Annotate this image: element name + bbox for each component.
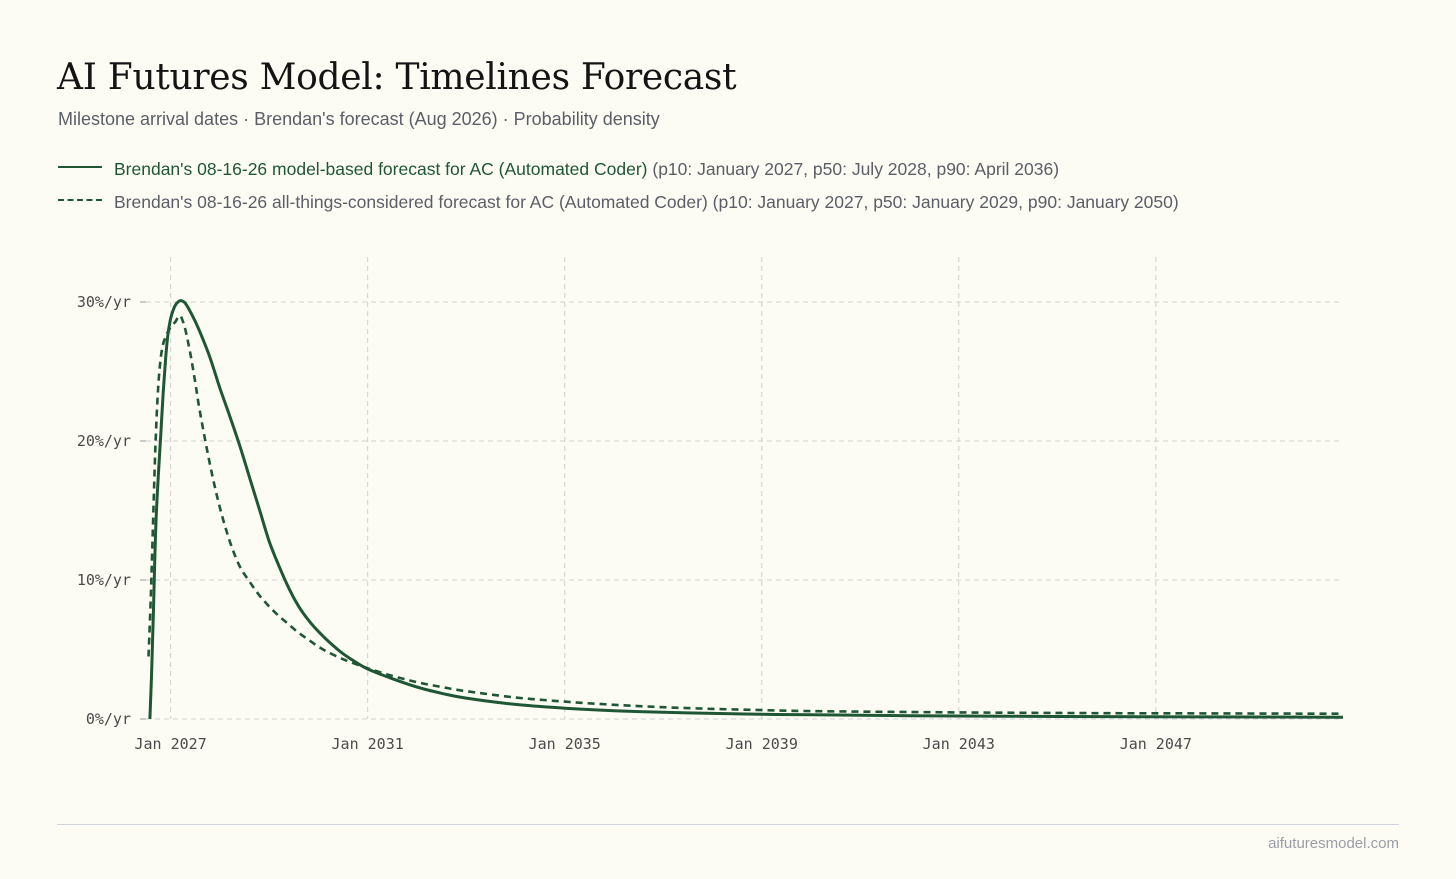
legend-label: Brendan's 08-16-26 model-based forecast …: [114, 158, 648, 179]
series-line-model-based[interactable]: [148, 299, 1344, 720]
legend-stats: (p10: January 2027, p50: July 2028, p90:…: [652, 158, 1060, 179]
footer-site-link[interactable]: aifuturesmodel.com: [1268, 835, 1399, 852]
series-line-all-things-considered[interactable]: [147, 314, 1344, 715]
series-lines: [147, 299, 1344, 720]
y-tick-label: 30%/yr: [77, 293, 131, 311]
legend-swatch-solid: [58, 166, 102, 172]
x-tick-label: Jan 2039: [726, 735, 798, 753]
footer-divider: [57, 824, 1399, 825]
y-tick-label: 10%/yr: [77, 571, 131, 589]
legend-label: Brendan's 08-16-26 all-things-considered…: [114, 191, 708, 212]
x-tick-label: Jan 2047: [1120, 735, 1192, 753]
x-axis-ticks: Jan 2027 Jan 2031 Jan 2035 Jan 2039 Jan 2043…: [135, 735, 1192, 753]
y-tick-label: 20%/yr: [77, 432, 131, 450]
legend-item-all-things-considered[interactable]: Brendan's 08-16-26 all-things-considered…: [58, 190, 1179, 214]
legend-stats: (p10: January 2027, p50: January 2029, p…: [712, 191, 1179, 212]
x-tick-label: Jan 2035: [529, 735, 601, 753]
legend: Brendan's 08-16-26 model-based forecast …: [58, 157, 1179, 223]
y-tick-label: 0%/yr: [86, 710, 131, 728]
chart-subtitle: Milestone arrival dates · Brendan's fore…: [58, 109, 660, 129]
grid-lines: [146, 257, 1343, 720]
x-tick-label: Jan 2031: [332, 735, 404, 753]
legend-item-model-based[interactable]: Brendan's 08-16-26 model-based forecast …: [58, 157, 1179, 181]
x-tick-label: Jan 2043: [923, 735, 995, 753]
legend-swatch-dashed: [58, 199, 102, 205]
y-axis-ticks: 0%/yr 10%/yr 20%/yr 30%/yr: [77, 293, 146, 728]
x-tick-label: Jan 2027: [135, 735, 207, 753]
chart-title: AI Futures Model: Timelines Forecast: [57, 57, 737, 98]
